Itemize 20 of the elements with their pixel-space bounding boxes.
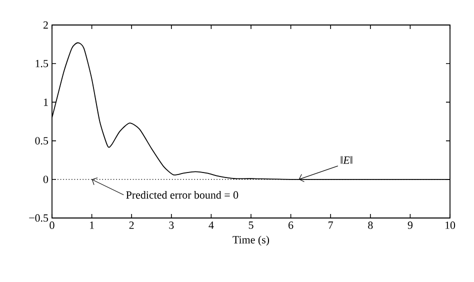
x-tick-label: 4 [208, 222, 214, 229]
y-tick-label: 1.5 [36, 60, 48, 68]
x-tick-label: 2 [129, 222, 134, 229]
y-tick-label: 1 [44, 98, 48, 106]
x-axis-title: Time (s) [232, 236, 270, 246]
y-tick-label: 0.5 [35, 137, 48, 145]
x-tick-label: 7 [328, 222, 334, 229]
x-tick-label: 9 [408, 222, 412, 229]
annotation: Predicted error bound = 0 [126, 190, 238, 199]
x-tick-label: 8 [368, 222, 373, 229]
x-tick-label: 10 [445, 222, 456, 229]
annotation: ‖E‖ [340, 156, 352, 164]
x-tick-label: 6 [288, 222, 294, 229]
x-tick-label: 3 [169, 222, 174, 229]
y-tick-label: −0.5 [29, 214, 48, 222]
x-tick-label: 1 [90, 222, 94, 229]
x-tick-label: 5 [248, 222, 254, 229]
x-tick-label: 0 [50, 222, 54, 229]
y-tick-label: 2 [43, 21, 48, 29]
y-tick-label: 0 [43, 176, 48, 184]
